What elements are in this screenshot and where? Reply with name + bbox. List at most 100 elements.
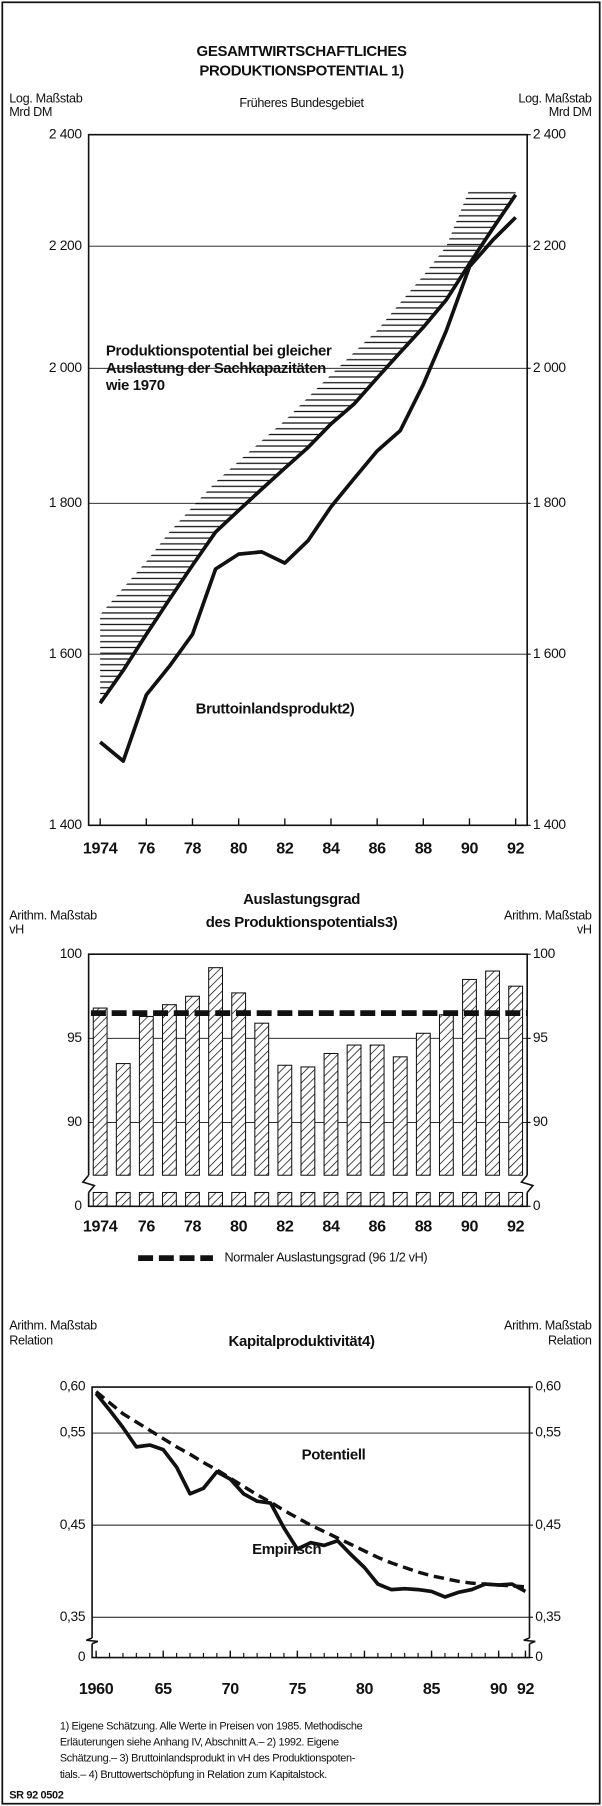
x-tick-label: 84: [322, 1217, 340, 1235]
y-tick-label: 2 400: [49, 125, 82, 141]
footnote: Erläuterungen siehe Anhang IV, Abschnitt…: [60, 1737, 339, 1749]
bar: [462, 978, 477, 1176]
source-code: SR 92 0502: [9, 1790, 64, 1802]
y2-axis-label: vH: [577, 922, 592, 936]
y-axis-label: Log. Maßstab: [9, 91, 83, 105]
bar-stub: [92, 1191, 108, 1207]
x-tick-label: 86: [369, 1217, 387, 1235]
x-tick-label: 86: [369, 840, 387, 858]
bar: [392, 1056, 408, 1176]
y-axis-label: Mrd DM: [9, 105, 52, 119]
y-tick-label: 1 800: [49, 494, 82, 510]
series-label: Produktionspotential bei gleicher Auslas…: [105, 341, 332, 394]
series-line: [99, 216, 517, 763]
bar-stub: [462, 1191, 477, 1207]
axis-break: [520, 1174, 535, 1194]
chart-title: Auslastungsgrad: [243, 891, 360, 908]
bar: [369, 1044, 385, 1176]
y-tick-label: 0,60: [60, 1378, 86, 1394]
y2-tick-label: 2 200: [533, 237, 566, 253]
y2-tick-label: 0: [535, 1648, 543, 1664]
y2-tick-label: 1 600: [533, 645, 566, 661]
x-tick-label: 80: [230, 1217, 248, 1235]
legend-label: Normaler Auslastungsgrad (96 1/2 vH): [224, 1250, 427, 1264]
bar: [300, 1066, 316, 1176]
x-tick-label: 84: [322, 840, 340, 858]
series-label: Potentiell: [301, 1445, 366, 1463]
bar: [415, 1032, 431, 1176]
y2-tick-label: 1 800: [533, 494, 566, 510]
y-tick-label: 0: [78, 1648, 86, 1664]
x-tick-label: 80: [230, 840, 248, 858]
x-tick-label: 82: [276, 840, 294, 858]
y2-axis-label: Log. Maßstab: [518, 91, 592, 105]
chart-title: PRODUKTIONSPOTENTIAL 1): [199, 62, 404, 79]
y-tick-label: 90: [67, 1113, 82, 1129]
bar-stub: [231, 1191, 247, 1207]
axis-break: [86, 1637, 99, 1645]
axis-break-gap: [89, 1177, 527, 1191]
x-tick-label: 75: [289, 1680, 307, 1698]
y2-axis-label: Arithm. Maßstab: [504, 1318, 592, 1332]
x-tick-label: 92: [517, 1680, 535, 1698]
x-tick-label: 78: [184, 840, 202, 858]
bar: [185, 995, 200, 1176]
plot-frame: [87, 953, 528, 1208]
y2-tick-label: 1 400: [533, 816, 566, 832]
bar: [254, 1022, 270, 1176]
x-tick-label: 90: [490, 1680, 508, 1698]
y2-axis-label: Mrd DM: [549, 105, 592, 119]
bar-stub: [346, 1191, 362, 1207]
bar-stub: [415, 1191, 431, 1207]
x-tick-label: 1960: [79, 1680, 114, 1698]
x-tick-label: 92: [507, 840, 525, 858]
y-tick-label: 0,35: [60, 1608, 86, 1624]
x-tick-label: 88: [415, 1217, 433, 1235]
y2-tick-label: 0,45: [535, 1516, 561, 1532]
x-tick-label: 85: [423, 1680, 441, 1698]
bar: [208, 967, 224, 1176]
y2-tick-label: 0,35: [535, 1608, 561, 1624]
x-tick-label: 90: [461, 840, 479, 858]
bar-stub: [185, 1191, 200, 1207]
x-tick-label: 80: [356, 1680, 374, 1698]
chart-title: des Produktionspotentials3): [206, 914, 398, 931]
bar: [508, 985, 524, 1176]
series-line: [98, 193, 518, 705]
bar: [323, 1052, 339, 1176]
y-tick-label: 1 400: [49, 816, 82, 832]
bar-stub: [161, 1191, 177, 1207]
y2-tick-label: 2 000: [533, 359, 566, 375]
bar: [346, 1044, 362, 1176]
x-tick-label: 76: [138, 840, 156, 858]
bar-stub: [485, 1191, 500, 1207]
y-tick-label: 0,55: [60, 1424, 86, 1440]
y2-tick-label: 0,60: [535, 1378, 561, 1394]
y-tick-label: 0,45: [60, 1516, 86, 1532]
bar-stub: [138, 1191, 154, 1207]
series-annotation: Produktionspotential bei gleicher Auslas…: [105, 341, 332, 394]
bar-stub: [115, 1191, 131, 1207]
bar: [161, 1004, 177, 1176]
x-tick-label: 76: [138, 1217, 156, 1235]
y-axis-label: Arithm. Maßstab: [9, 909, 97, 923]
x-tick-label: 70: [222, 1680, 240, 1698]
y2-tick-label: 0: [533, 1197, 541, 1213]
y2-tick-label: 90: [533, 1113, 548, 1129]
x-tick-label: 92: [507, 1217, 525, 1235]
x-tick-label: 88: [415, 840, 433, 858]
axis-break: [81, 1174, 96, 1194]
axis-break-gap: [93, 1640, 529, 1642]
y-tick-label: 100: [60, 945, 83, 961]
x-tick-label: 82: [276, 1217, 294, 1235]
bar: [115, 1063, 131, 1176]
bar: [485, 970, 500, 1176]
x-tick-label: 1974: [83, 840, 118, 858]
series-line: [95, 1390, 526, 1589]
chart-title: GESAMTWIRTSCHAFTLICHES: [197, 43, 407, 60]
bar: [438, 1014, 454, 1176]
axis-break: [523, 1637, 536, 1645]
bar-stub: [508, 1191, 524, 1207]
chart-title: Kapitalproduktivität4): [229, 1333, 375, 1350]
bar-stub: [392, 1191, 408, 1207]
